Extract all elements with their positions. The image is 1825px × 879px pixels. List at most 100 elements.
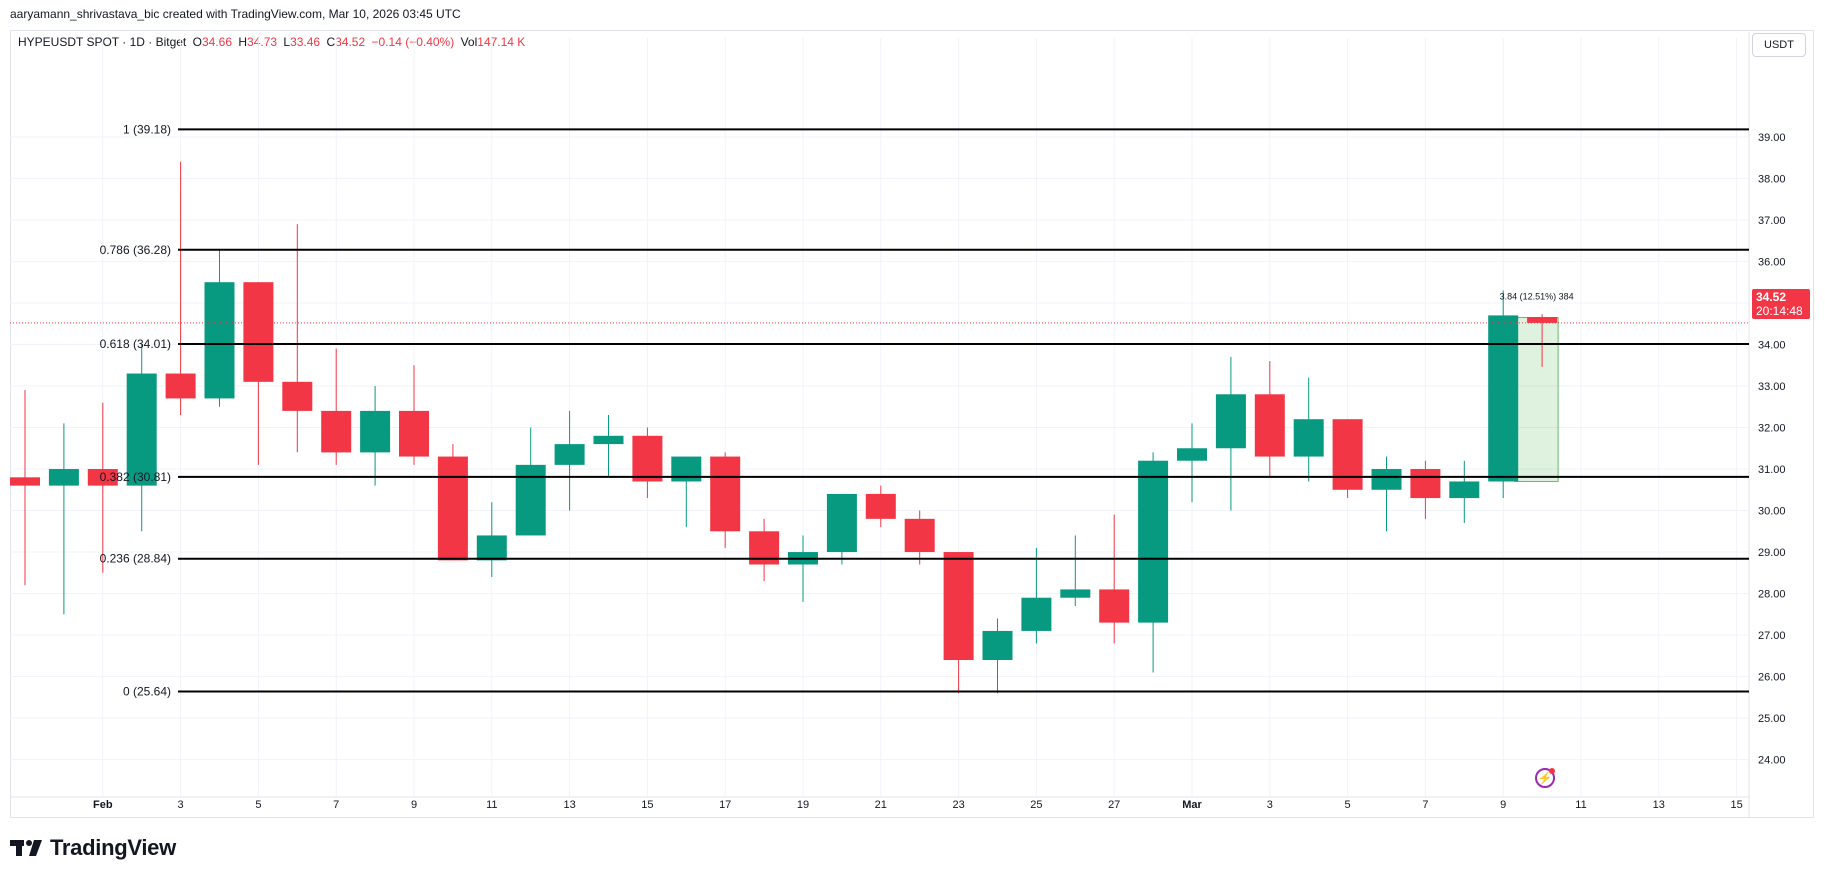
x-tick-label: 3 bbox=[178, 799, 184, 811]
x-tick-label: 21 bbox=[875, 799, 887, 811]
y-tick-label: 38.00 bbox=[1758, 173, 1786, 185]
y-tick-label: 33.00 bbox=[1758, 381, 1786, 393]
candle-body bbox=[710, 456, 741, 532]
ohlc-legend: HYPEUSDT SPOT · 1D · Bitget O34.66 H34.7… bbox=[18, 35, 525, 49]
candle-body bbox=[48, 469, 79, 486]
tradingview-logo-text: TradingView bbox=[50, 835, 176, 860]
y-tick-label: 29.00 bbox=[1758, 547, 1786, 559]
measure-range-box bbox=[1514, 316, 1559, 482]
y-tick-label: 26.00 bbox=[1758, 672, 1786, 684]
y-tick-label: 36.00 bbox=[1758, 256, 1786, 268]
x-tick-label: 23 bbox=[952, 799, 964, 811]
volume-value: 147.14 K bbox=[477, 35, 526, 49]
candle-body bbox=[1060, 589, 1091, 598]
currency-button[interactable]: USDT bbox=[1752, 33, 1806, 57]
last-price-badge: 34.52 20:14:48 bbox=[1752, 289, 1810, 319]
candle-body bbox=[593, 435, 624, 445]
x-tick-label: 9 bbox=[411, 799, 417, 811]
candle-body bbox=[282, 381, 313, 411]
candle-body bbox=[321, 410, 352, 453]
fib-level-label: 0.382 (30.81) bbox=[100, 470, 171, 484]
candle-body bbox=[360, 410, 391, 453]
candle-body bbox=[826, 493, 857, 553]
x-tick-label: 11 bbox=[1575, 799, 1586, 811]
candle-body bbox=[982, 630, 1013, 660]
tradingview-logo: TradingView bbox=[10, 835, 176, 860]
candle-body bbox=[1449, 481, 1480, 499]
fib-level-label: 0.236 (28.84) bbox=[100, 552, 171, 566]
candle-body bbox=[437, 456, 468, 561]
candle-body bbox=[1488, 315, 1519, 482]
candle-body bbox=[943, 552, 974, 660]
candle-body bbox=[1254, 394, 1285, 457]
candle-body bbox=[399, 410, 429, 457]
candle-body bbox=[1099, 589, 1130, 623]
volume-label: Vol bbox=[460, 35, 478, 49]
x-tick-label: 25 bbox=[1030, 799, 1042, 811]
x-tick-label: Feb bbox=[93, 799, 113, 811]
candle-body bbox=[515, 464, 546, 536]
fib-level-label: 1 (39.18) bbox=[123, 122, 171, 136]
y-tick-label: 24.00 bbox=[1758, 755, 1786, 767]
candle-body bbox=[204, 282, 235, 399]
candle-body bbox=[1527, 317, 1558, 323]
candle-body bbox=[126, 373, 157, 486]
x-tick-label: 13 bbox=[563, 799, 575, 811]
symbol-label[interactable]: HYPEUSDT SPOT · 1D · Bitget bbox=[18, 35, 187, 49]
y-tick-label: 31.00 bbox=[1758, 464, 1786, 476]
close-value: 34.52 bbox=[335, 35, 366, 49]
tradingview-logo-icon bbox=[10, 840, 42, 856]
candle-body bbox=[554, 444, 585, 465]
y-tick-label: 32.00 bbox=[1758, 423, 1786, 435]
y-tick-label: 39.00 bbox=[1758, 132, 1786, 144]
y-tick-label: 28.00 bbox=[1758, 589, 1786, 601]
x-tick-label: 17 bbox=[719, 799, 731, 811]
candle-body bbox=[1177, 448, 1207, 461]
y-tick-label: 27.00 bbox=[1758, 630, 1786, 642]
x-tick-label: 7 bbox=[1422, 799, 1428, 811]
low-value: 33.46 bbox=[290, 35, 321, 49]
y-tick-label: 34.00 bbox=[1758, 339, 1786, 351]
candle-body bbox=[1293, 419, 1324, 457]
chart-frame bbox=[10, 30, 1814, 818]
x-tick-label: 15 bbox=[641, 799, 653, 811]
candle-body bbox=[1410, 469, 1441, 499]
fib-level-label: 0 (25.64) bbox=[123, 685, 171, 699]
change-value: −0.14 (−0.40%) bbox=[371, 35, 455, 49]
candle-body bbox=[632, 435, 663, 482]
open-label: O bbox=[192, 35, 202, 49]
measure-label: 3.84 (12.51%) 384 bbox=[1500, 291, 1574, 301]
candle-body bbox=[1021, 597, 1052, 631]
candle-body bbox=[1215, 394, 1246, 449]
x-tick-label: 15 bbox=[1730, 799, 1742, 811]
low-label: L bbox=[283, 35, 291, 49]
last-price-value: 34.52 bbox=[1756, 290, 1787, 304]
x-tick-label: 5 bbox=[255, 799, 261, 811]
fib-level-label: 0.786 (36.28) bbox=[100, 243, 171, 257]
high-value: 34.73 bbox=[247, 35, 278, 49]
x-tick-label: 5 bbox=[1345, 799, 1351, 811]
candle-body bbox=[87, 469, 118, 486]
x-tick-label: 27 bbox=[1108, 799, 1120, 811]
x-tick-label: 3 bbox=[1267, 799, 1273, 811]
x-tick-label: 11 bbox=[486, 799, 497, 811]
fib-level-label: 0.618 (34.01) bbox=[100, 337, 171, 351]
y-tick-label: 25.00 bbox=[1758, 713, 1786, 725]
bar-countdown: 20:14:48 bbox=[1756, 304, 1803, 318]
candle-body bbox=[1371, 469, 1402, 490]
y-tick-label: 30.00 bbox=[1758, 506, 1786, 518]
close-label: C bbox=[326, 35, 336, 49]
open-value: 34.66 bbox=[201, 35, 232, 49]
x-tick-label: 7 bbox=[333, 799, 339, 811]
candle-body bbox=[10, 477, 40, 486]
candle-body bbox=[1138, 460, 1169, 623]
chart-credit: aaryamann_shrivastava_bic created with T… bbox=[10, 7, 461, 21]
lightning-icon[interactable]: ⚡ bbox=[1535, 768, 1555, 788]
x-tick-label: 13 bbox=[1653, 799, 1665, 811]
candle-body bbox=[865, 493, 896, 519]
x-tick-label: Mar bbox=[1182, 799, 1202, 811]
x-tick-label: 19 bbox=[797, 799, 809, 811]
candle-body bbox=[165, 373, 196, 399]
y-tick-label: 37.00 bbox=[1758, 215, 1786, 227]
